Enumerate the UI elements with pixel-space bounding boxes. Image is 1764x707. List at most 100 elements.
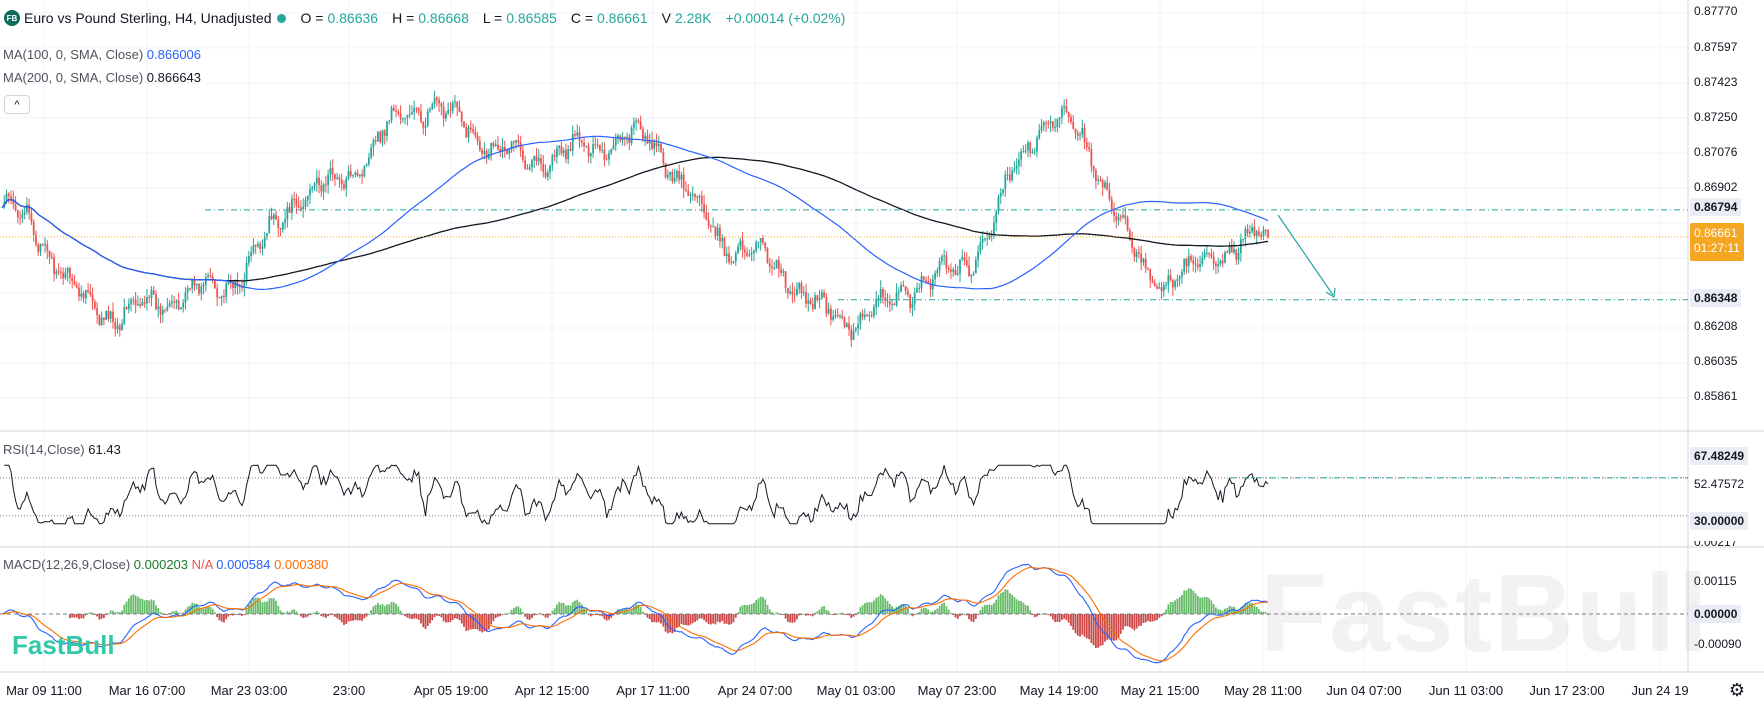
macd-legend[interactable]: MACD(12,26,9,Close) 0.000203 N/A 0.00058… bbox=[3, 557, 328, 572]
candle-body bbox=[694, 194, 696, 197]
macd-histogram-bar bbox=[1106, 614, 1109, 640]
macd-histogram-bar bbox=[207, 606, 209, 614]
instrument-title[interactable]: Euro vs Pound Sterling, H4, Unadjusted bbox=[24, 10, 272, 26]
macd-histogram-bar bbox=[123, 604, 126, 614]
macd-histogram-bar bbox=[69, 614, 71, 619]
volume-value: 2.28K bbox=[674, 10, 712, 26]
macd-histogram-bar bbox=[216, 614, 219, 618]
candle-body bbox=[574, 134, 576, 136]
candle-body bbox=[850, 329, 853, 340]
macd-histogram-bar bbox=[420, 614, 422, 624]
macd-histogram-bar bbox=[1140, 614, 1143, 626]
macd-histogram-bar bbox=[148, 600, 151, 614]
gear-icon[interactable]: ⚙ bbox=[1728, 679, 1746, 700]
candle-body bbox=[705, 212, 708, 220]
candle-body bbox=[759, 237, 762, 242]
macd-histogram-bar bbox=[845, 614, 848, 615]
candle-body bbox=[37, 244, 40, 252]
candle-body bbox=[1020, 151, 1023, 160]
macd-histogram-bar bbox=[392, 602, 395, 614]
candle-body bbox=[184, 292, 187, 303]
rsi-lower-badge: 30.00000 bbox=[1690, 512, 1749, 530]
macd-histogram-bar bbox=[302, 614, 305, 618]
macd-histogram-bar bbox=[585, 609, 588, 614]
time-tick: May 28 11:00 bbox=[1224, 683, 1302, 698]
macd-histogram-bar bbox=[1133, 614, 1136, 631]
candle-body bbox=[934, 273, 936, 280]
candle-body bbox=[1065, 106, 1068, 112]
macd-histogram-bar bbox=[544, 614, 547, 618]
macd-histogram-bar bbox=[1006, 589, 1009, 614]
candle-body bbox=[1210, 254, 1213, 257]
macd-histogram-bar bbox=[1264, 612, 1267, 614]
macd-histogram-bar bbox=[354, 614, 357, 620]
macd-histogram-bar bbox=[639, 607, 642, 614]
candle-body bbox=[492, 143, 495, 147]
candle-body bbox=[567, 149, 570, 160]
candle-body bbox=[897, 291, 900, 293]
candle-body bbox=[993, 222, 995, 235]
macd-histogram-bar bbox=[884, 598, 887, 614]
macd-histogram-bar bbox=[279, 610, 282, 614]
candle-body bbox=[578, 132, 581, 141]
candle-body bbox=[965, 260, 968, 266]
candle-body bbox=[311, 186, 314, 189]
candle-body bbox=[725, 253, 728, 257]
candle-body bbox=[820, 292, 823, 298]
macd-histogram-bar bbox=[243, 614, 246, 615]
candle-body bbox=[148, 297, 151, 299]
macd-histogram-bar bbox=[619, 609, 622, 614]
macd-histogram-bar bbox=[100, 614, 103, 619]
candle-body bbox=[227, 281, 230, 284]
macd-histogram-bar bbox=[839, 613, 841, 615]
candle-body bbox=[28, 204, 31, 214]
macd-histogram-bar bbox=[1008, 593, 1011, 614]
candle-body bbox=[277, 219, 280, 229]
macd-histogram-bar bbox=[297, 613, 300, 615]
macd-histogram-bar bbox=[1205, 597, 1208, 614]
candle-body bbox=[517, 140, 520, 143]
rsi-legend[interactable]: RSI(14,Close) 61.43 bbox=[3, 442, 121, 457]
candle-body bbox=[435, 97, 438, 100]
candle-body bbox=[528, 167, 531, 170]
candle-body bbox=[329, 168, 332, 175]
macd-histogram-bar bbox=[786, 614, 789, 622]
candle-body bbox=[1099, 179, 1102, 181]
macd-histogram-bar bbox=[1072, 614, 1075, 630]
macd-histogram-bar bbox=[963, 613, 966, 615]
candle-body bbox=[947, 268, 950, 270]
candle-body bbox=[146, 297, 148, 304]
ma200-legend[interactable]: MA(200, 0, SMA, Close) 0.866643 bbox=[3, 70, 201, 85]
ma100-legend[interactable]: MA(100, 0, SMA, Close) 0.866006 bbox=[3, 47, 201, 62]
candle-body bbox=[1015, 165, 1018, 169]
candle-body bbox=[377, 132, 379, 142]
candle-body bbox=[290, 198, 293, 213]
candle-body bbox=[114, 321, 117, 330]
macd-histogram-bar bbox=[773, 613, 776, 615]
candle-body bbox=[411, 112, 413, 115]
macd-histogram-bar bbox=[259, 600, 262, 614]
macd-histogram-bar bbox=[275, 600, 277, 614]
candle-body bbox=[879, 289, 882, 299]
macd-histogram-bar bbox=[304, 614, 307, 618]
macd-histogram-bar bbox=[562, 602, 565, 614]
time-tick: Jun 17 23:00 bbox=[1529, 683, 1605, 698]
macd-histogram-bar bbox=[211, 608, 214, 614]
macd-histogram-bar bbox=[152, 600, 155, 614]
candle-body bbox=[388, 120, 391, 122]
low-label: L = bbox=[482, 10, 503, 26]
macd-histogram-bar bbox=[748, 604, 751, 614]
macd-histogram-bar bbox=[1178, 596, 1181, 614]
collapse-legend-button[interactable]: ^ bbox=[4, 95, 30, 114]
open-value: 0.86636 bbox=[327, 10, 379, 26]
candle-body bbox=[460, 111, 463, 122]
macd-histogram-bar bbox=[424, 614, 427, 629]
candle-body bbox=[782, 271, 785, 273]
candle-body bbox=[666, 174, 669, 178]
macd-histogram-bar bbox=[442, 614, 445, 622]
macd-histogram-bar bbox=[592, 614, 595, 616]
macd-histogram-bar bbox=[352, 614, 354, 621]
macd-histogram-bar bbox=[662, 614, 665, 627]
candle-body bbox=[866, 314, 869, 316]
